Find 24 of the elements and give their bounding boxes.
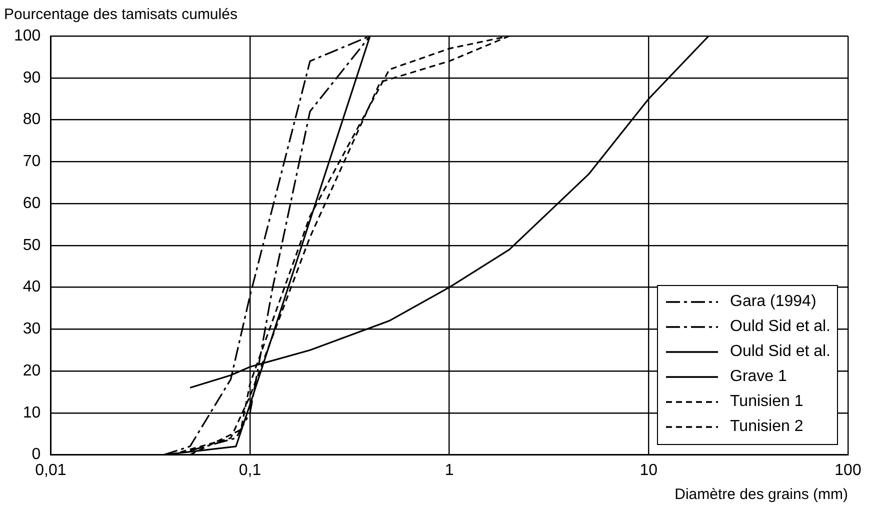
x-tick-label: 0,1 <box>238 462 262 479</box>
legend-label: Tunisien 1 <box>730 393 804 412</box>
y-tick-label: 20 <box>22 362 41 380</box>
y-tick-label: 100 <box>14 27 41 44</box>
x-tick-label: 0,01 <box>35 462 66 479</box>
legend-label: Ould Sid et al. <box>730 318 830 336</box>
y-tick-label: 70 <box>22 153 41 170</box>
x-tick-label: 100 <box>834 462 862 479</box>
y-tick-label: 30 <box>22 320 41 338</box>
y-tick-label: 10 <box>22 404 41 422</box>
x-tick-label: 10 <box>640 462 658 479</box>
y-tick-label: 80 <box>22 111 41 128</box>
y-tick-label: 50 <box>22 236 41 254</box>
legend-label: Ould Sid et al. <box>730 343 830 362</box>
legend-label: Grave 1 <box>730 368 787 386</box>
legend-label: Gara (1994) <box>730 293 816 312</box>
x-axis-title: Diamètre des grains (mm) <box>674 486 848 504</box>
y-tick-label: 90 <box>22 69 41 86</box>
y-tick-label: 40 <box>22 278 41 296</box>
y-axis-title: Pourcentage des tamisats cumulés <box>4 6 238 24</box>
legend-label: Tunisien 2 <box>730 418 804 436</box>
x-tick-label: 1 <box>444 462 454 479</box>
y-tick-label: 0 <box>32 446 41 464</box>
y-tick-label: 60 <box>22 194 41 212</box>
